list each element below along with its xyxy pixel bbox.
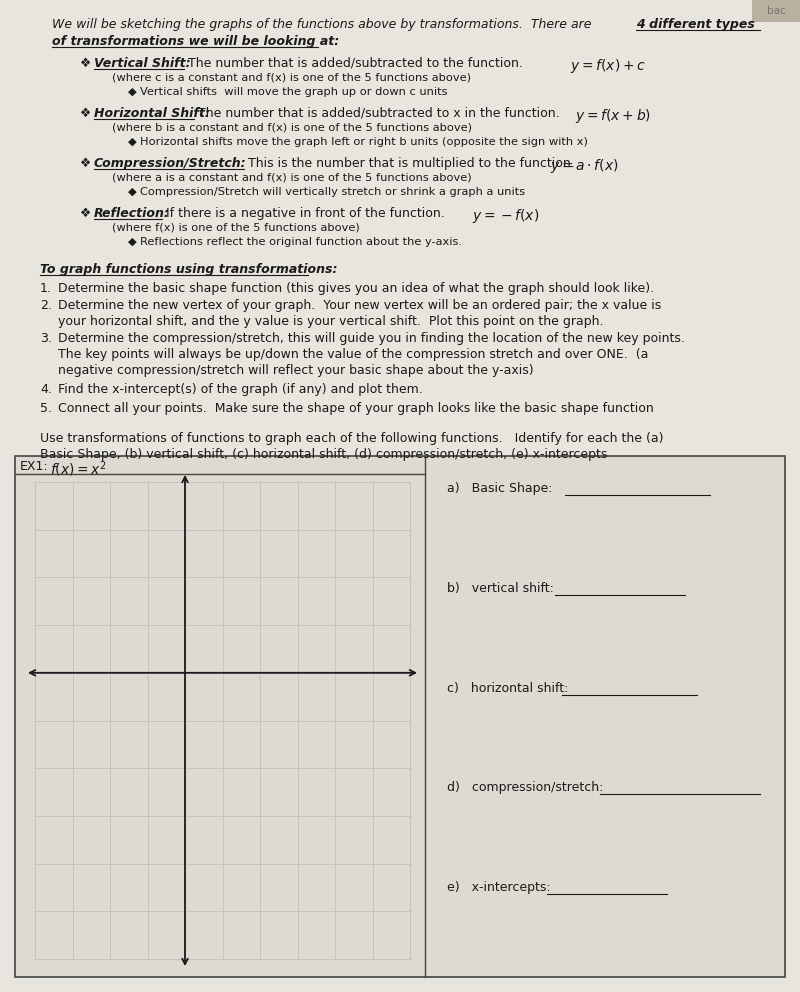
Text: 4 different types: 4 different types <box>636 18 755 31</box>
Text: Find the x-intercept(s) of the graph (if any) and plot them.: Find the x-intercept(s) of the graph (if… <box>58 383 422 396</box>
Text: b)   vertical shift:: b) vertical shift: <box>447 581 554 595</box>
Text: Determine the new vertex of your graph.  Your new vertex will be an ordered pair: Determine the new vertex of your graph. … <box>58 299 662 312</box>
Text: Use transformations of functions to graph each of the following functions.   Ide: Use transformations of functions to grap… <box>40 432 663 445</box>
Text: of transformations we will be looking at:: of transformations we will be looking at… <box>52 35 339 48</box>
Text: $y=f(x)+c$: $y=f(x)+c$ <box>570 57 646 75</box>
Text: $y=a \cdot f(x)$: $y=a \cdot f(x)$ <box>550 157 618 175</box>
Text: ❖: ❖ <box>80 207 91 220</box>
Text: Horizontal shifts move the graph left or right b units (opposite the sign with x: Horizontal shifts move the graph left or… <box>140 137 588 147</box>
Text: c)   horizontal shift:: c) horizontal shift: <box>447 682 568 694</box>
Text: (where c is a constant and f(x) is one of the 5 functions above): (where c is a constant and f(x) is one o… <box>112 73 471 83</box>
Text: (where b is a constant and f(x) is one of the 5 functions above): (where b is a constant and f(x) is one o… <box>112 123 472 133</box>
Text: ◆: ◆ <box>128 87 137 97</box>
Text: This is the number that is multiplied to the function.: This is the number that is multiplied to… <box>244 157 574 170</box>
Text: Determine the compression/stretch, this will guide you in finding the location o: Determine the compression/stretch, this … <box>58 332 685 345</box>
Text: Vertical shifts  will move the graph up or down c units: Vertical shifts will move the graph up o… <box>140 87 447 97</box>
Text: ◆: ◆ <box>128 187 137 197</box>
Text: (where a is a constant and f(x) is one of the 5 functions above): (where a is a constant and f(x) is one o… <box>112 173 472 183</box>
Text: 5.: 5. <box>40 402 52 415</box>
Text: Compression/Stretch will vertically stretch or shrink a graph a units: Compression/Stretch will vertically stre… <box>140 187 525 197</box>
Text: The key points will always be up/down the value of the compression stretch and o: The key points will always be up/down th… <box>58 348 648 361</box>
Text: Compression/Stretch:: Compression/Stretch: <box>94 157 246 170</box>
Text: We will be sketching the graphs of the functions above by transformations.  Ther: We will be sketching the graphs of the f… <box>52 18 595 31</box>
Text: ◆: ◆ <box>128 237 137 247</box>
Text: $y=-f(x)$: $y=-f(x)$ <box>472 207 539 225</box>
Text: e)   x-intercepts:: e) x-intercepts: <box>447 881 554 894</box>
Text: Basic Shape, (b) vertical shift, (c) horizontal shift, (d) compression/stretch, : Basic Shape, (b) vertical shift, (c) hor… <box>40 448 607 461</box>
Text: The number that is added/subtracted to x in the function.: The number that is added/subtracted to x… <box>194 107 560 120</box>
Text: 4.: 4. <box>40 383 52 396</box>
Text: 2.: 2. <box>40 299 52 312</box>
Text: Vertical Shift:: Vertical Shift: <box>94 57 190 70</box>
Text: a)   Basic Shape:: a) Basic Shape: <box>447 482 553 495</box>
Text: ❖: ❖ <box>80 157 91 170</box>
Text: To graph functions using transformations:: To graph functions using transformations… <box>40 263 338 276</box>
Text: d)   compression/stretch:: d) compression/stretch: <box>447 782 603 795</box>
Text: 1.: 1. <box>40 282 52 295</box>
Bar <box>15 456 785 977</box>
Text: EX1:: EX1: <box>20 460 49 473</box>
Text: (where f(x) is one of the 5 functions above): (where f(x) is one of the 5 functions ab… <box>112 223 360 233</box>
Text: Connect all your points.  Make sure the shape of your graph looks like the basic: Connect all your points. Make sure the s… <box>58 402 654 415</box>
Text: Reflection:: Reflection: <box>94 207 170 220</box>
Text: The number that is added/subtracted to the function.: The number that is added/subtracted to t… <box>184 57 523 70</box>
Text: $f(x)=x^2$: $f(x)=x^2$ <box>50 459 107 478</box>
Text: bac: bac <box>766 6 786 16</box>
Text: $y=f(x+b)$: $y=f(x+b)$ <box>575 107 651 125</box>
Text: Horizontal Shift:: Horizontal Shift: <box>94 107 210 120</box>
Text: If there is a negative in front of the function.: If there is a negative in front of the f… <box>162 207 445 220</box>
Text: ❖: ❖ <box>80 107 91 120</box>
Text: Determine the basic shape function (this gives you an idea of what the graph sho: Determine the basic shape function (this… <box>58 282 654 295</box>
Text: Reflections reflect the original function about the y-axis.: Reflections reflect the original functio… <box>140 237 462 247</box>
Text: negative compression/stretch will reflect your basic shape about the y-axis): negative compression/stretch will reflec… <box>58 364 534 377</box>
Text: ◆: ◆ <box>128 137 137 147</box>
Bar <box>752 0 800 22</box>
Text: 3.: 3. <box>40 332 52 345</box>
Text: ❖: ❖ <box>80 57 91 70</box>
Text: your horizontal shift, and the y value is your vertical shift.  Plot this point : your horizontal shift, and the y value i… <box>58 315 603 328</box>
